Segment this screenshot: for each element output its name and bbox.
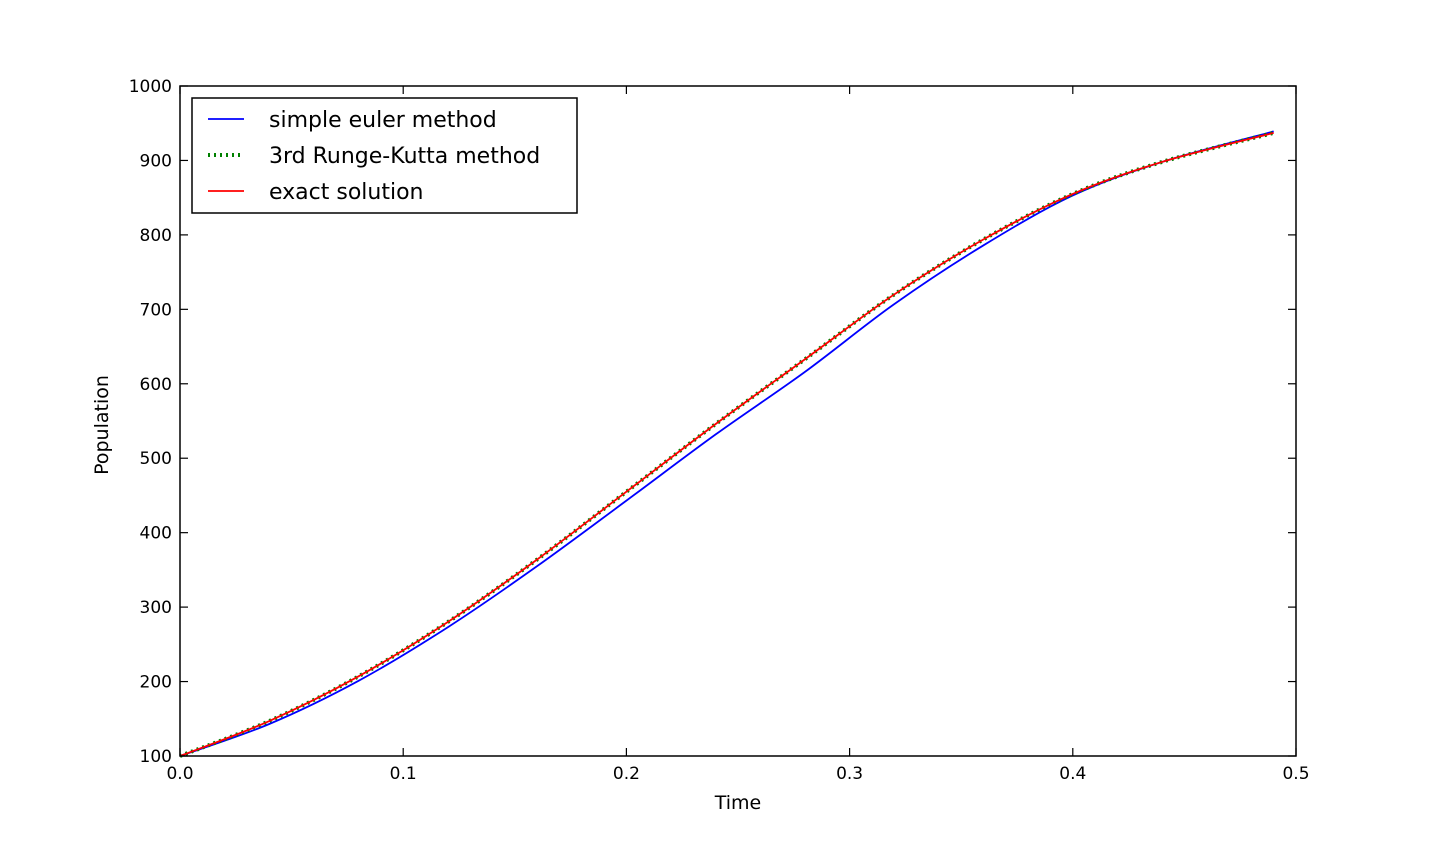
x-tick-label: 0.1 — [390, 764, 417, 784]
y-tick-label: 600 — [140, 375, 172, 395]
x-tick-label: 0.5 — [1282, 764, 1309, 784]
y-tick-label: 400 — [140, 524, 172, 544]
legend-label-exact: exact solution — [269, 180, 423, 205]
y-tick-label: 100 — [140, 747, 172, 767]
series-line-simple-euler-method — [179, 130, 1274, 757]
legend-box — [191, 97, 578, 214]
y-tick-label: 500 — [140, 449, 172, 469]
y-tick-label: 1000 — [129, 77, 172, 97]
y-tick-label: 300 — [140, 598, 172, 618]
plot-frame — [179, 85, 1297, 757]
y-tick-label: 700 — [140, 300, 172, 320]
series-line-exact-solution — [179, 132, 1274, 757]
legend-label-runge-kutta: 3rd Runge-Kutta method — [269, 144, 540, 169]
legend-label-euler: simple euler method — [269, 108, 497, 133]
y-axis-label: Population — [91, 375, 113, 475]
x-tick-label: 0.0 — [166, 764, 193, 784]
legend: simple euler method 3rd Runge-Kutta meth… — [191, 97, 578, 214]
x-tick-label: 0.4 — [1059, 764, 1086, 784]
y-tick-label: 900 — [140, 151, 172, 171]
x-axis-label: Time — [714, 792, 762, 814]
y-tick-label: 800 — [140, 226, 172, 246]
ticks-layer: 0.0 0.1 0.2 0.3 0.4 0.5 100 200 300 400 500 600 700 8… — [129, 77, 1310, 784]
y-tick-label: 200 — [140, 673, 172, 693]
series-layer — [179, 130, 1275, 758]
x-tick-label: 0.3 — [836, 764, 863, 784]
x-tick-label: 0.2 — [613, 764, 640, 784]
